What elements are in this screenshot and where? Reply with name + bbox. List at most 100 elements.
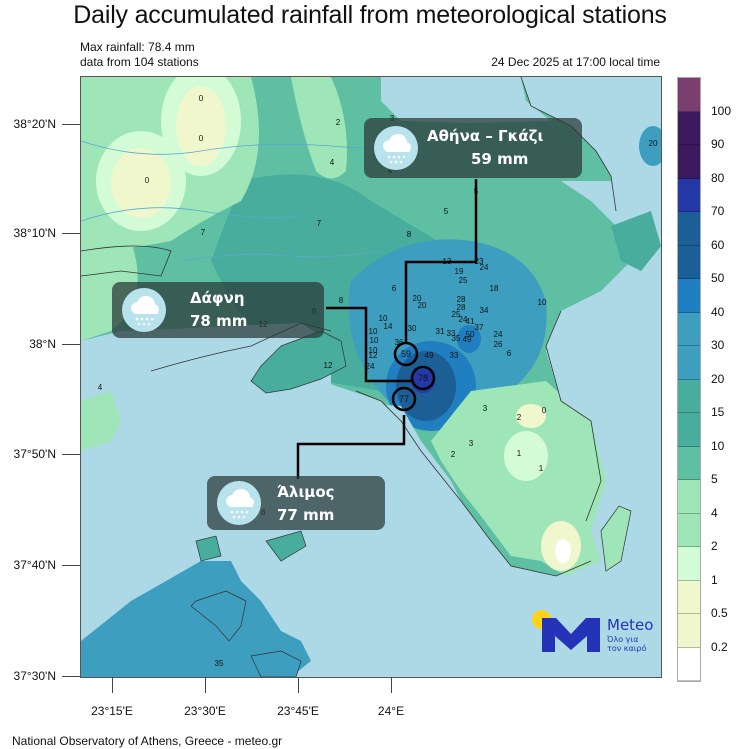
lat-tick [62,565,80,566]
colorbar-label: 90 [711,137,725,151]
station-value: 41 [466,317,475,326]
leader-line-athina [404,179,478,344]
station-value: 10 [370,336,379,345]
station-value: 20 [418,301,427,310]
rain-cloud-icon [374,126,418,170]
colorbar-label: 2 [711,539,718,553]
colorbar-label: 0.5 [711,606,728,620]
station-value: 10 [369,346,378,355]
station-value: 1 [539,464,544,473]
station-value: 3 [483,404,488,413]
summary-info: Max rainfall: 78.4 mm data from 104 stat… [80,40,199,70]
station-value: 34 [480,306,489,315]
station-value: 28 [457,295,466,304]
callout-alimos: Άλιμος 77 mm [207,476,385,530]
lon-label-24: 24°E [377,704,405,718]
station-value: 1 [517,449,522,458]
station-value: 24 [494,330,503,339]
station-value: 14 [384,322,393,331]
station-value: 37 [475,323,484,332]
callout-rainfall-value: 77 mm [277,506,335,524]
station-value: 0 [199,94,204,103]
callout-station-name: Αθήνα – Γκάζι [427,127,544,145]
colorbar-segment [678,379,700,413]
station-value: 35 [452,334,461,343]
highlight-circle [393,341,419,367]
stations-count-text: data from 104 stations [80,55,199,69]
lon-tick [205,677,206,693]
colorbar-label: 70 [711,204,725,218]
station-value: 0 [145,176,150,185]
station-value: 8 [407,230,412,239]
lat-label-37-40: 37°40'N [13,558,56,572]
colorbar-segment [678,513,700,547]
colorbar-label: 60 [711,237,725,252]
colorbar-label: 80 [711,170,725,185]
station-value: 25 [452,310,461,319]
meteo-logo: Meteo Όλο για τον καιρό [532,608,654,654]
m-logo-icon [542,618,600,652]
rain-cloud-icon [217,481,261,525]
leader-line-alimos [296,415,406,479]
colorbar-segment [678,547,700,581]
station-value: 4 [330,158,335,167]
station-value: 12 [369,351,378,360]
station-value: 2 [517,413,522,422]
highlighted-station-value: 59 [401,349,411,359]
station-value: 26 [494,340,503,349]
callout-athina-gkazi: Αθήνα – Γκάζι 59 mm [364,118,582,178]
colorbar-label: 100 [711,103,732,118]
station-value: 8 [339,296,344,305]
station-value: 2 [451,450,456,459]
station-value: 0 [199,134,204,143]
highlight-circle [391,386,417,412]
colorbar-segment [678,580,700,614]
station-value: 12 [324,361,333,370]
colorbar-label: 30 [711,338,725,352]
colorbar-segment [678,212,700,246]
station-value: 23 [475,257,484,266]
station-value: 10 [369,327,378,336]
station-value: 24 [480,263,489,272]
colorbar-segment [678,245,700,279]
station-value: 10 [379,314,388,323]
colorbar-segment [678,480,700,514]
highlighted-station-value: 77 [399,394,409,404]
station-value: 20 [649,139,658,148]
colorbar-segment [678,78,700,112]
station-value: 28 [457,303,466,312]
lat-label-38-10: 38°10'N [13,226,56,240]
colorbar-label: 20 [711,371,725,386]
lat-tick [62,124,80,125]
colorbar-segment [678,647,700,681]
lat-label-37-50: 37°50'N [13,447,56,461]
callout-rainfall-value: 78 mm [190,312,248,330]
colorbar-segment [678,413,700,447]
logo-tagline-line2: τον καιρό [607,644,647,653]
station-value: 24 [366,362,375,371]
station-value: 6 [507,349,512,358]
logo-brand: Meteo [607,616,654,634]
rain-cloud-icon [122,288,166,332]
colorbar-label: 5 [711,472,718,486]
callout-station-name: Άλιμος [277,483,335,501]
lon-tick [391,677,392,693]
highlighted-stations: 59 78 77 [391,341,436,412]
callout-dafni: Δάφνη 78 mm [112,282,324,338]
colorbar-segment [678,178,700,212]
lon-label-23-30: 23°30'E [184,704,226,718]
station-value: 10 [538,298,547,307]
timestamp-text: 24 Dec 2025 at 17:00 local time [491,55,660,69]
colorbar-label: 50 [711,271,725,285]
chart-title: Daily accumulated rainfall from meteorol… [73,1,667,29]
station-value: 3 [469,439,474,448]
colorbar-segment [678,111,700,145]
colorbar-label: 15 [711,405,725,419]
footer-credit: National Observatory of Athens, Greece -… [12,734,283,748]
colorbar-label: 40 [711,304,725,319]
highlighted-station-value: 78 [418,373,428,383]
station-value: 49 [463,335,472,344]
station-value: 7 [201,228,206,237]
lon-label-23-15: 23°15'E [91,704,133,718]
colorbar-segment [678,279,700,313]
